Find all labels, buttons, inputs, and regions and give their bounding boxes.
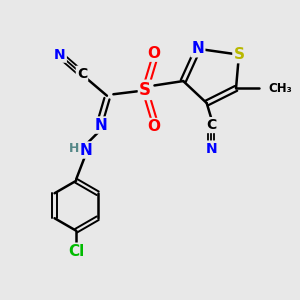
- Text: N: N: [54, 48, 66, 62]
- Text: H: H: [69, 142, 79, 155]
- Text: CH₃: CH₃: [268, 82, 292, 95]
- Text: C: C: [77, 67, 87, 81]
- Text: N: N: [95, 118, 107, 133]
- Text: N: N: [191, 41, 204, 56]
- Text: S: S: [233, 47, 244, 62]
- Text: C: C: [206, 118, 216, 132]
- Text: O: O: [147, 46, 161, 61]
- Text: N: N: [205, 142, 217, 155]
- Text: Cl: Cl: [68, 244, 84, 259]
- Text: S: S: [139, 81, 151, 99]
- Text: N: N: [80, 142, 93, 158]
- Text: O: O: [147, 119, 161, 134]
